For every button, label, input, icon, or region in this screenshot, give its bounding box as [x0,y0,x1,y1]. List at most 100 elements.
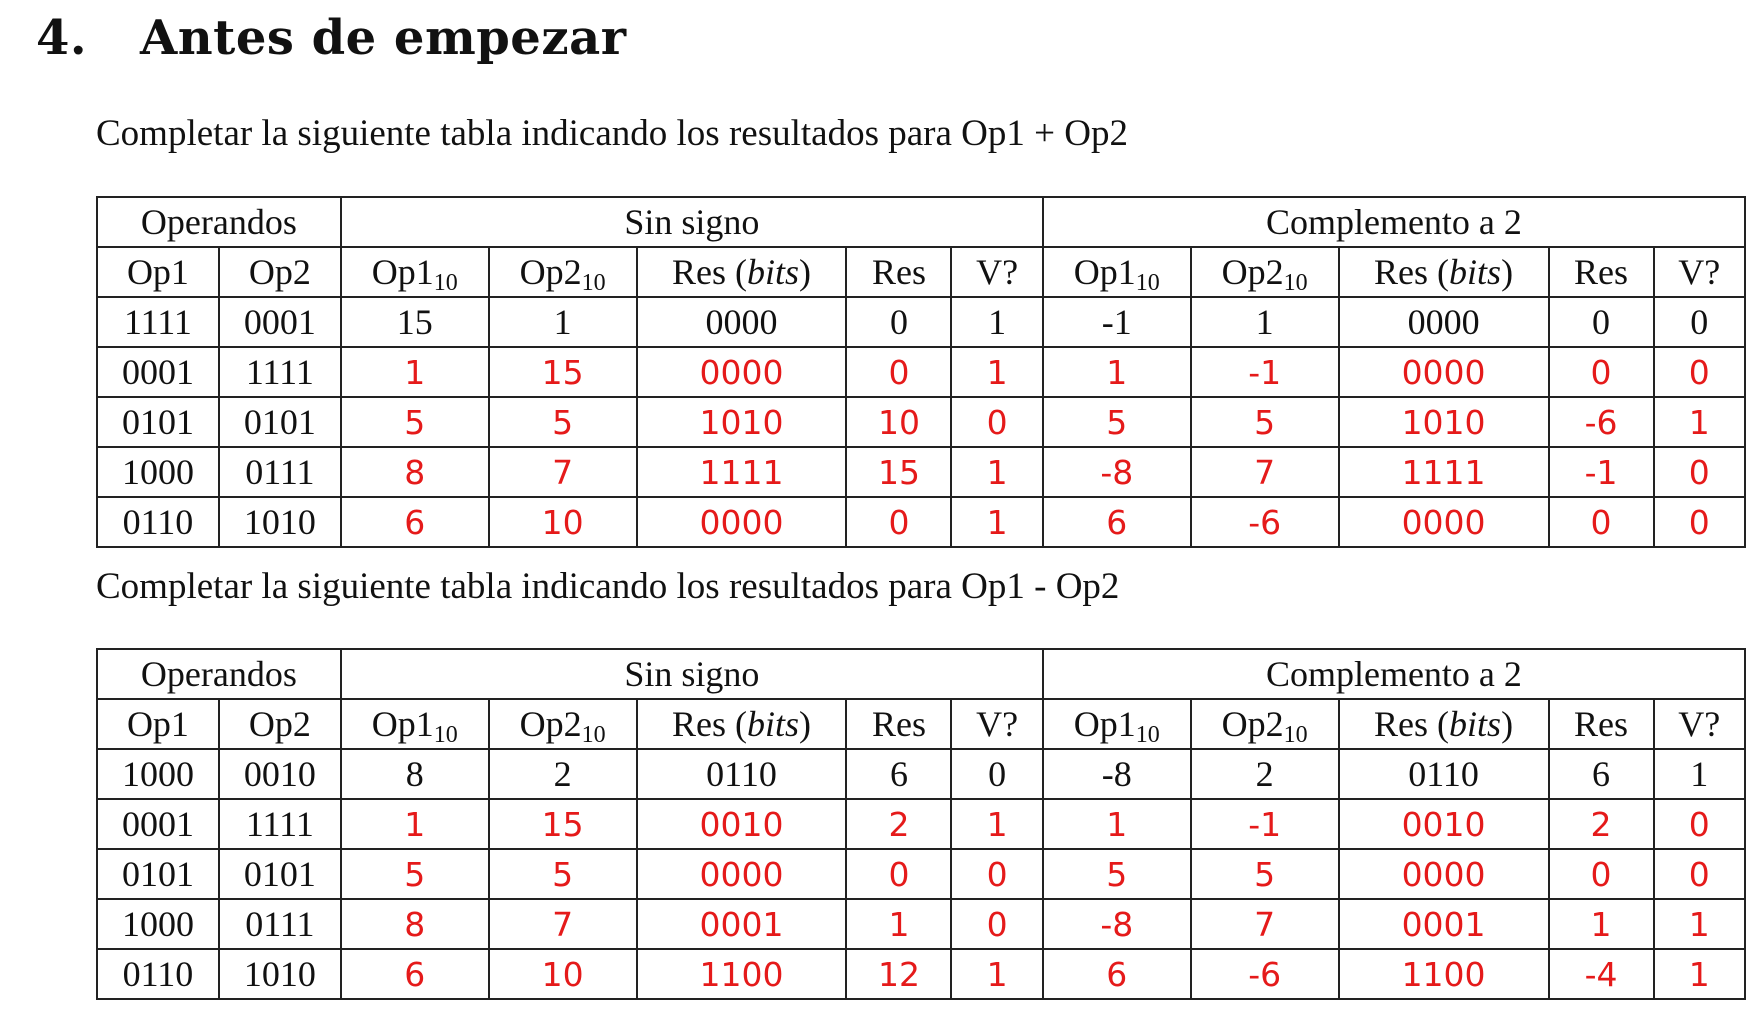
col-op1: Op1 [96,698,220,750]
table-row: 0101 0101 5 5 0000 0 0 5 5 0000 0 0 [96,848,1746,900]
twos-bits-cell: 0000 [1337,496,1550,548]
twos-overflow-cell: 1 [1652,948,1746,1000]
col-label: Op2 [1221,252,1284,292]
unsigned-op2-cell: 2 [487,748,638,800]
twos-bits-cell: 0000 [1337,848,1550,900]
table-row: 0001 1111 1 15 0000 0 1 1 -1 0000 0 0 [96,346,1746,398]
group-operands: Operandos [96,196,342,248]
group-header-row: Operandos Sin signo Complemento a 2 [96,196,1747,248]
instruction-subtraction: Completar la siguiente tabla indicando l… [96,566,1120,607]
unsigned-col-res: Res [845,698,953,750]
table-row: 0001 1111 1 15 0010 2 1 1 -1 0010 2 0 [96,798,1746,850]
unsigned-bits-cell: 0000 [635,496,848,548]
table-row: 0110 1010 6 10 0000 0 1 6 -6 0000 0 0 [96,496,1746,548]
unsigned-res-cell: 6 [845,748,953,800]
unsigned-op1-cell: 8 [339,898,490,950]
col-subscript: 10 [1283,722,1308,748]
table-row: 1000 0010 8 2 0110 6 0 -8 2 0110 6 1 [96,748,1746,800]
col-label-prefix: Res ( [671,252,747,292]
section-heading: 4. Antes de empezar [36,10,626,66]
twos-col-res: Res [1547,246,1655,298]
op2-cell: 0010 [217,748,342,800]
table-row: 1000 0111 8 7 0001 1 0 -8 7 0001 1 1 [96,898,1746,950]
unsigned-res-cell: 12 [845,948,953,1000]
col-label-suffix: ) [799,252,811,292]
unsigned-res-cell: 0 [845,848,953,900]
table-row: 0101 0101 5 5 1010 10 0 5 5 1010 -6 1 [96,396,1746,448]
unsigned-col-overflow: V? [950,698,1044,750]
unsigned-col-res-bits: Res (bits) [635,246,848,298]
unsigned-op2-cell: 10 [487,948,638,1000]
twos-op2-cell: -1 [1189,798,1340,850]
unsigned-op1-cell: 1 [339,798,490,850]
col-label: Op1 [1073,704,1136,744]
unsigned-op2-cell: 10 [487,496,638,548]
twos-overflow-cell: 0 [1652,798,1746,850]
group-unsigned: Sin signo [339,648,1044,700]
col-subscript: 10 [1135,270,1160,296]
unsigned-bits-cell: 0000 [635,848,848,900]
unsigned-col-res: Res [845,246,953,298]
unsigned-op2-cell: 1 [487,296,638,348]
unsigned-col-op1-dec: Op110 [339,698,490,750]
op1-cell: 1000 [96,898,220,950]
twos-overflow-cell: 0 [1652,296,1746,348]
op1-cell: 0110 [96,948,220,1000]
unsigned-overflow-cell: 0 [950,748,1044,800]
unsigned-res-cell: 10 [845,396,953,448]
subtraction-results-table: Operandos Sin signo Complemento a 2 Op1 Op2 O… [96,648,1747,1000]
twos-res-cell: 1 [1547,898,1655,950]
unsigned-overflow-cell: 0 [950,396,1044,448]
twos-op1-cell: -1 [1041,296,1192,348]
twos-overflow-cell: 1 [1652,396,1746,448]
twos-bits-cell: 0010 [1337,798,1550,850]
op2-cell: 1010 [217,496,342,548]
unsigned-overflow-cell: 1 [950,346,1044,398]
twos-bits-cell: 1100 [1337,948,1550,1000]
twos-op1-cell: 5 [1041,396,1192,448]
unsigned-bits-cell: 1100 [635,948,848,1000]
twos-op2-cell: 5 [1189,848,1340,900]
col-subscript: 10 [1283,270,1308,296]
unsigned-op2-cell: 7 [487,446,638,498]
unsigned-col-res-bits: Res (bits) [635,698,848,750]
twos-bits-cell: 0001 [1337,898,1550,950]
twos-op1-cell: 1 [1041,346,1192,398]
twos-bits-cell: 0000 [1337,296,1550,348]
col-label: Op1 [371,704,434,744]
twos-op1-cell: -8 [1041,748,1192,800]
twos-col-op2-dec: Op210 [1189,246,1340,298]
section-number: 4. [36,10,88,66]
twos-res-cell: 0 [1547,296,1655,348]
unsigned-op1-cell: 1 [339,346,490,398]
twos-res-cell: -1 [1547,446,1655,498]
addition-results-table: Operandos Sin signo Complemento a 2 Op1 Op2 O… [96,196,1747,548]
op2-cell: 0111 [217,898,342,950]
col-op2: Op2 [217,246,342,298]
col-label: Op2 [1221,704,1284,744]
twos-overflow-cell: 0 [1652,848,1746,900]
twos-col-overflow: V? [1652,246,1746,298]
twos-bits-cell: 1010 [1337,396,1550,448]
op1-cell: 1000 [96,748,220,800]
column-header-row: Op1 Op2 Op110 Op210 Res (bits) Res V? Op110 Op21… [96,698,1746,750]
instruction-addition: Completar la siguiente tabla indicando l… [96,113,1128,154]
twos-op2-cell: -6 [1189,496,1340,548]
unsigned-col-overflow: V? [950,246,1044,298]
unsigned-op2-cell: 5 [487,396,638,448]
op2-cell: 1111 [217,346,342,398]
twos-op1-cell: -8 [1041,898,1192,950]
twos-col-op2-dec: Op210 [1189,698,1340,750]
group-unsigned: Sin signo [339,196,1044,248]
unsigned-overflow-cell: 0 [950,898,1044,950]
unsigned-col-op2-dec: Op210 [487,246,638,298]
col-subscript: 10 [581,270,606,296]
unsigned-bits-cell: 0110 [635,748,848,800]
table-row: 1000 0111 8 7 1111 15 1 -8 7 1111 -1 0 [96,446,1746,498]
col-label-prefix: Res ( [1374,252,1450,292]
twos-bits-cell: 1111 [1337,446,1550,498]
twos-op2-cell: -1 [1189,346,1340,398]
unsigned-op2-cell: 15 [487,798,638,850]
unsigned-overflow-cell: 0 [950,848,1044,900]
twos-bits-cell: 0110 [1337,748,1550,800]
